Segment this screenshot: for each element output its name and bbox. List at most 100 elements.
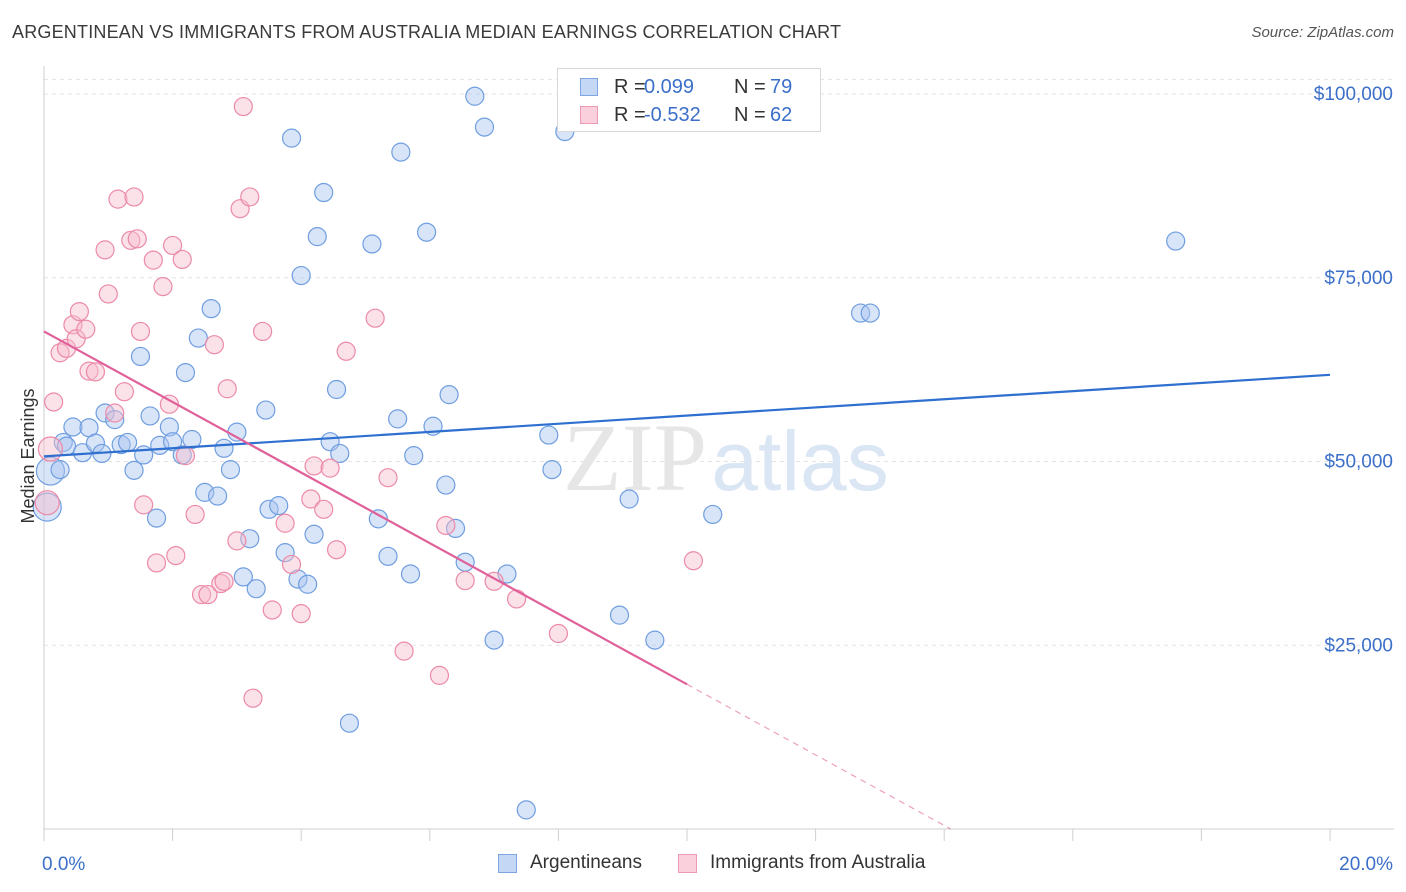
point-immigrants-australia <box>683 551 704 571</box>
trendline-argentineans <box>43 373 1331 458</box>
point-argentineans <box>378 546 398 566</box>
point-argentineans <box>609 605 630 625</box>
point-argentineans <box>314 182 334 203</box>
point-argentineans <box>439 385 459 405</box>
point-immigrants-australia <box>114 382 134 402</box>
point-argentineans <box>362 234 382 254</box>
point-argentineans <box>208 486 228 506</box>
point-argentineans <box>32 492 62 522</box>
tick-labels: $25,000 $50,000 $75,000 $100,000 0.0% 20.0% <box>42 84 1393 875</box>
point-immigrants-australia <box>291 604 311 624</box>
point-immigrants-australia <box>163 235 183 256</box>
point-immigrants-australia <box>79 361 99 381</box>
point-argentineans <box>484 630 504 650</box>
point-argentineans <box>542 460 562 480</box>
y-tick-label: $25,000 <box>1324 635 1393 656</box>
r-value: -0.532 <box>644 104 701 126</box>
point-argentineans <box>195 482 215 502</box>
point-immigrants-australia <box>394 641 414 661</box>
point-immigrants-australia <box>44 392 64 412</box>
point-argentineans <box>1166 231 1186 251</box>
point-immigrants-australia <box>185 504 205 525</box>
point-immigrants-australia <box>172 249 192 270</box>
point-immigrants-australia <box>304 456 324 476</box>
point-argentineans <box>330 443 350 464</box>
point-argentineans <box>105 410 125 430</box>
point-immigrants-australia <box>275 513 295 533</box>
point-immigrants-australia <box>227 531 247 551</box>
point-immigrants-australia <box>124 187 144 207</box>
point-argentineans <box>298 574 318 594</box>
point-argentineans <box>259 499 279 519</box>
watermark: ZIP atlas <box>563 404 889 511</box>
point-argentineans <box>124 460 144 480</box>
axes <box>43 66 1394 841</box>
point-argentineans <box>703 504 723 525</box>
legend-swatch-argentineans <box>580 78 598 96</box>
point-argentineans <box>256 400 276 420</box>
n-label: N = <box>734 76 766 98</box>
point-immigrants-australia <box>85 362 106 382</box>
point-argentineans <box>851 303 871 323</box>
point-argentineans <box>63 417 83 437</box>
point-immigrants-australia <box>105 403 125 423</box>
y-tick-label: $50,000 <box>1324 452 1393 473</box>
x-tick-label: 20.0% <box>1339 854 1393 875</box>
point-immigrants-australia <box>153 277 173 297</box>
point-immigrants-australia <box>336 341 356 361</box>
n-label: N = <box>734 104 766 126</box>
point-immigrants-australia <box>146 553 167 573</box>
point-argentineans <box>163 432 183 452</box>
r-value: 0.099 <box>644 76 695 98</box>
point-immigrants-australia <box>548 623 569 644</box>
watermark-atlas: atlas <box>711 414 888 508</box>
point-argentineans <box>416 222 437 242</box>
point-immigrants-australia <box>166 545 186 566</box>
point-argentineans <box>95 403 115 423</box>
point-immigrants-australia <box>127 229 147 249</box>
point-argentineans <box>516 800 536 820</box>
point-immigrants-australia <box>211 573 231 594</box>
point-argentineans <box>339 713 360 733</box>
point-argentineans <box>175 362 196 383</box>
series-legend: Argentineans Immigrants from Australia <box>0 852 1406 878</box>
point-argentineans <box>539 425 559 445</box>
point-argentineans <box>269 496 289 516</box>
point-immigrants-australia <box>436 515 456 536</box>
point-immigrants-australia <box>320 458 340 478</box>
point-immigrants-australia <box>262 600 282 620</box>
chart-title: ARGENTINEAN VS IMMIGRANTS FROM AUSTRALIA… <box>12 22 842 42</box>
y-tick-label: $100,000 <box>1314 84 1393 105</box>
point-immigrants-australia <box>134 495 154 515</box>
point-argentineans <box>307 227 327 247</box>
point-argentineans <box>246 579 266 599</box>
source-credit: Source: ZipAtlas.com <box>1251 24 1394 41</box>
point-argentineans <box>130 346 151 367</box>
point-immigrants-australia <box>326 540 347 560</box>
r-label: R = <box>614 76 646 98</box>
point-argentineans <box>404 446 424 466</box>
point-argentineans <box>400 564 421 584</box>
point-immigrants-australia <box>378 468 398 488</box>
point-argentineans <box>388 409 408 429</box>
legend-label-immigrants-australia: Immigrants from Australia <box>710 852 926 873</box>
point-argentineans <box>233 567 253 587</box>
trendline-immigrants-australia <box>43 330 688 686</box>
point-immigrants-australia <box>108 189 128 209</box>
point-immigrants-australia <box>191 584 212 605</box>
point-argentineans <box>645 630 665 650</box>
point-immigrants-australia <box>34 490 60 516</box>
trendline-immigrants-australia-extension <box>686 683 951 830</box>
legend-swatch-immigrants-australia <box>678 854 697 873</box>
point-argentineans <box>53 432 73 453</box>
point-immigrants-australia <box>233 96 253 117</box>
point-immigrants-australia <box>76 319 96 339</box>
series-immigrants-australia <box>34 96 704 708</box>
point-immigrants-australia <box>121 230 141 250</box>
point-immigrants-australia <box>365 308 385 328</box>
n-value: 62 <box>770 104 793 126</box>
point-immigrants-australia <box>455 570 475 591</box>
point-argentineans <box>188 328 208 348</box>
point-argentineans <box>214 438 234 458</box>
point-immigrants-australia <box>429 665 450 685</box>
